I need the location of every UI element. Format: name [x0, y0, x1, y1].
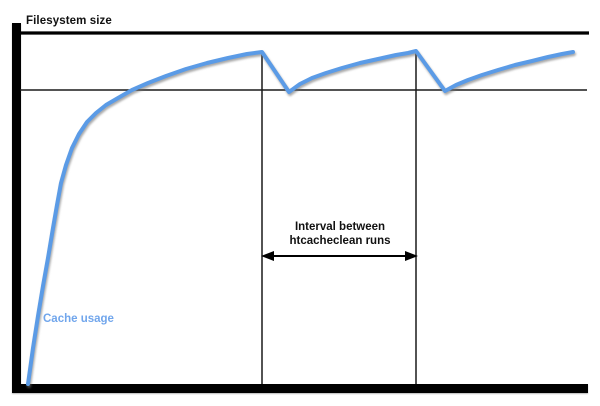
filesystem-size-label: Filesystem size: [26, 15, 112, 27]
x-axis: [12, 384, 588, 393]
interval-annotation-line1: Interval between: [294, 221, 386, 233]
interval-arrow: [261, 251, 418, 261]
interval-annotation: Interval between htcacheclean runs: [262, 220, 418, 248]
interval-annotation-line2: htcacheclean runs: [289, 235, 391, 247]
cache-usage-label: Cache usage: [43, 313, 114, 325]
arrowhead-left-icon: [261, 251, 274, 261]
cache-usage-curve: [26, 49, 575, 386]
y-axis: [12, 23, 21, 393]
axes-group: [12, 23, 588, 393]
arrowhead-right-icon: [405, 251, 418, 261]
